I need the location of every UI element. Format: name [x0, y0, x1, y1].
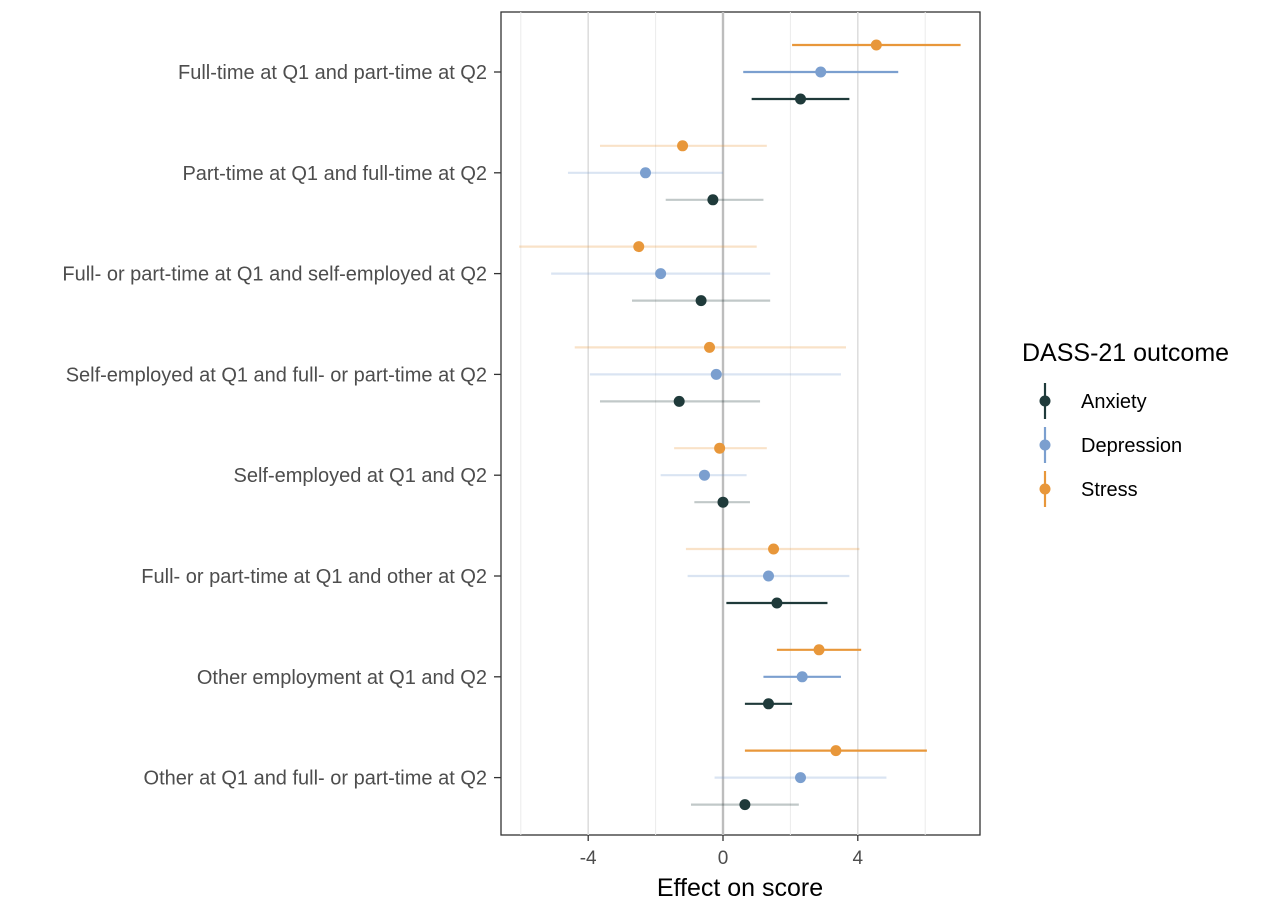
point-depression — [639, 167, 651, 179]
point-stress — [704, 341, 716, 353]
point-anxiety — [795, 93, 807, 105]
point-depression — [698, 469, 710, 481]
category-label: Full-time at Q1 and part-time at Q2 — [178, 62, 487, 84]
x-axis-ticks: -4 0 4 — [580, 835, 864, 869]
point-depression — [710, 368, 722, 380]
x-tick-label: -4 — [580, 848, 597, 869]
category-label: Other at Q1 and full- or part-time at Q2 — [144, 768, 487, 790]
category-label: Other employment at Q1 and Q2 — [197, 667, 487, 689]
point-anxiety — [673, 395, 685, 407]
plot-panel — [500, 11, 981, 836]
category-labels: Full-time at Q1 and part-time at Q2 Part-… — [62, 62, 501, 790]
x-tick-label: 4 — [853, 848, 864, 869]
data-marks — [519, 39, 961, 811]
legend-key-point-anxiety — [1039, 395, 1051, 407]
point-stress — [813, 644, 825, 656]
point-depression — [815, 66, 827, 78]
gridlines — [520, 12, 926, 835]
legend-key-point-depression — [1039, 439, 1051, 451]
legend: DASS-21 outcome Anxiety Depression Stress — [1022, 339, 1229, 507]
point-anxiety — [717, 496, 729, 508]
x-axis-title: Effect on score — [657, 874, 823, 900]
legend-label-anxiety: Anxiety — [1081, 391, 1147, 413]
category-label: Self-employed at Q1 and full- or part-ti… — [66, 364, 487, 386]
legend-items: Anxiety Depression Stress — [1039, 383, 1182, 507]
point-anxiety — [771, 597, 783, 609]
legend-label-stress: Stress — [1081, 479, 1138, 501]
category-label: Self-employed at Q1 and Q2 — [234, 465, 487, 487]
point-stress — [768, 543, 780, 555]
point-stress — [714, 442, 726, 454]
point-stress — [633, 241, 645, 253]
point-stress — [870, 39, 882, 51]
point-anxiety — [695, 295, 707, 307]
point-depression — [762, 570, 774, 582]
point-stress — [830, 745, 842, 757]
point-anxiety — [707, 194, 719, 206]
point-anxiety — [762, 698, 774, 710]
point-anxiety — [739, 799, 751, 811]
legend-title: DASS-21 outcome — [1022, 339, 1229, 367]
point-depression — [655, 268, 667, 280]
point-stress — [677, 140, 689, 152]
category-label: Full- or part-time at Q1 and other at Q2 — [141, 566, 487, 588]
legend-label-depression: Depression — [1081, 435, 1182, 457]
point-depression — [795, 772, 807, 784]
category-label: Part-time at Q1 and full-time at Q2 — [182, 163, 487, 185]
point-depression — [796, 671, 808, 683]
legend-key-point-stress — [1039, 483, 1051, 495]
category-label: Full- or part-time at Q1 and self-employ… — [62, 264, 487, 286]
x-tick-label: 0 — [718, 848, 729, 869]
